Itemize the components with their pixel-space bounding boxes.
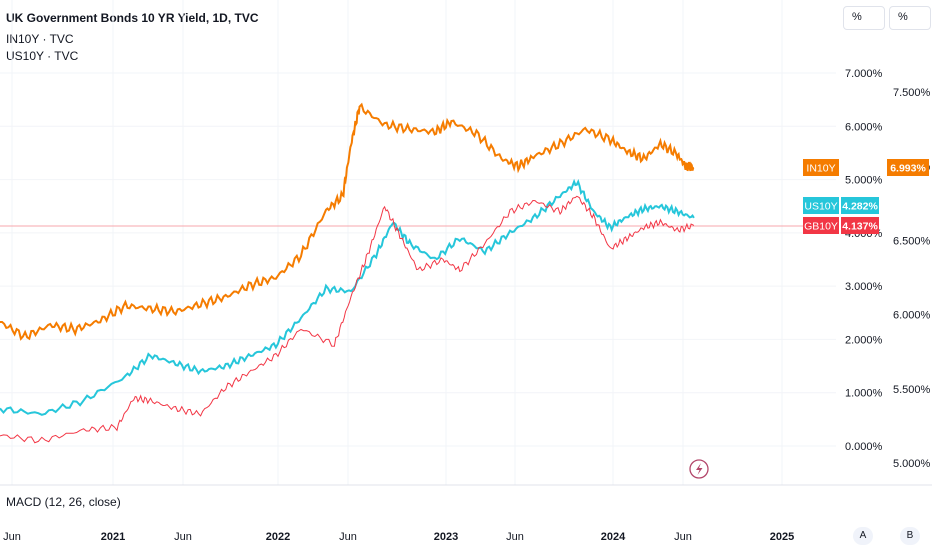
right-axis-tick: 6.000% — [893, 310, 931, 322]
value-labels: IN10Y 6.993% US10Y 4.282% GB10Y 4.137% — [803, 159, 929, 234]
percent-scale-right-button[interactable]: % — [889, 6, 931, 30]
chart-title: UK Government Bonds 10 YR Yield, 1D, TVC — [6, 11, 259, 25]
macd-indicator-label[interactable]: MACD (12, 26, close) — [6, 495, 121, 509]
time-axis: Jun 2021 Jun 2022 Jun 2023 Jun 2024 Jun 2025 — [3, 531, 794, 543]
label-tag-us10y — [803, 197, 839, 214]
time-axis-tick: Jun — [174, 531, 192, 543]
time-axis-tick: 2024 — [601, 531, 626, 543]
left-axis-tick: 7.000% — [845, 68, 883, 80]
grid — [0, 0, 836, 485]
log-scale-button[interactable]: B — [900, 527, 920, 545]
legend-us10y[interactable]: US10Y · TVC — [6, 49, 79, 63]
series-line-us10y[interactable] — [0, 178, 695, 416]
right-axis: 7.500%7.000%6.500%6.000%5.500%5.000% — [893, 87, 931, 470]
left-axis-tick: 5.000% — [845, 175, 883, 187]
left-axis-tick: 1.000% — [845, 388, 883, 400]
label-name-in10y: IN10Y — [806, 163, 835, 175]
right-axis-tick: 6.500% — [893, 235, 931, 247]
label-name-us10y: US10Y — [804, 201, 837, 213]
time-axis-tick: Jun — [506, 531, 524, 543]
right-axis-tick: 5.000% — [893, 458, 931, 470]
time-axis-tick: Jun — [3, 531, 21, 543]
series-line-in10y[interactable] — [0, 102, 695, 341]
time-axis-tick: 2021 — [101, 531, 125, 543]
label-tag-in10y — [803, 159, 839, 176]
time-axis-tick: Jun — [674, 531, 692, 543]
auto-scale-button[interactable]: A — [853, 527, 873, 545]
left-axis-tick: 6.000% — [845, 121, 883, 133]
left-axis-tick: 3.000% — [845, 281, 883, 293]
time-axis-tick: Jun — [339, 531, 357, 543]
label-value-gb10y: 4.137% — [842, 221, 878, 233]
label-value-in10y: 6.993% — [890, 163, 926, 175]
right-axis-tick: 5.500% — [893, 384, 931, 396]
series-line-gb10y[interactable] — [0, 195, 695, 444]
left-axis-tick: 0.000% — [845, 441, 883, 453]
label-name-gb10y: GB10Y — [804, 221, 838, 233]
left-axis-tick: 2.000% — [845, 334, 883, 346]
label-tag-gb10y — [803, 217, 839, 234]
label-value-bg-gb10y — [841, 217, 879, 234]
lightning-icon[interactable] — [689, 459, 709, 479]
series-layer — [0, 102, 695, 444]
right-axis-tick: 7.500% — [893, 87, 931, 99]
time-axis-tick: 2022 — [266, 531, 290, 543]
label-value-us10y: 4.282% — [842, 201, 878, 213]
left-axis: 7.000%6.000%5.000%4.000%3.000%2.000%1.00… — [845, 68, 883, 453]
label-value-bg-in10y — [887, 159, 929, 176]
time-axis-tick: 2023 — [434, 531, 458, 543]
percent-scale-left-button[interactable]: % — [843, 6, 885, 30]
label-value-bg-us10y — [841, 197, 879, 214]
time-axis-tick: 2025 — [770, 531, 794, 543]
legend-in10y[interactable]: IN10Y · TVC — [6, 32, 74, 46]
